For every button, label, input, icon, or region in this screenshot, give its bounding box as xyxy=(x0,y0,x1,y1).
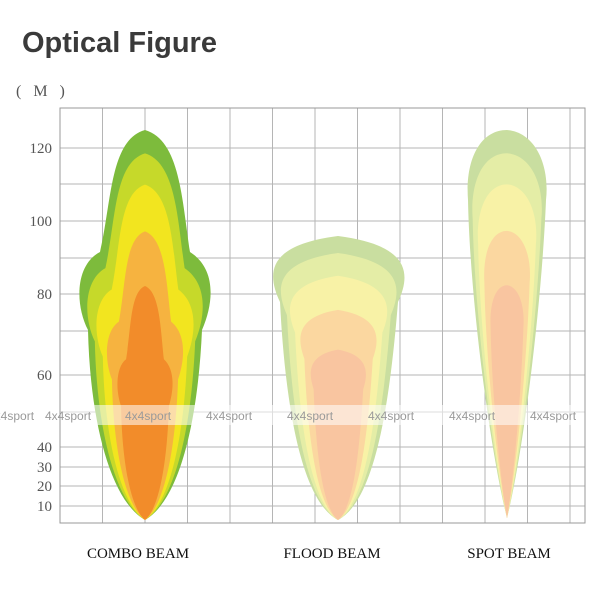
y-axis-label: 60 xyxy=(37,368,52,384)
y-axis-label: 80 xyxy=(37,287,52,303)
watermark-band xyxy=(0,405,600,425)
watermark: 4x4sport xyxy=(45,409,92,423)
y-axis-label: 30 xyxy=(37,460,52,476)
watermark: 4x4sport xyxy=(449,409,496,423)
y-axis-label: 10 xyxy=(37,499,52,515)
beam-label: COMBO BEAM xyxy=(87,546,189,562)
watermark: 4x4sport xyxy=(206,409,253,423)
title: Optical Figure xyxy=(22,27,217,59)
watermark: 4x4sport xyxy=(368,409,415,423)
beam-layer xyxy=(310,349,366,520)
y-axis-label: 40 xyxy=(37,440,52,456)
y-axis-label: 100 xyxy=(30,214,53,230)
y-axis-label: 20 xyxy=(37,479,52,495)
beam-layer xyxy=(490,285,524,518)
plot-frame xyxy=(59,107,586,524)
watermark: 4x4sport xyxy=(0,409,35,423)
beam-label: SPOT BEAM xyxy=(467,546,551,562)
labels: COMBO BEAM FLOOD BEAM SPOT BEAM xyxy=(87,546,551,562)
unit-label: ( M ) xyxy=(16,83,69,100)
watermark: 4x4sport xyxy=(287,409,334,423)
watermark: 4x4sport xyxy=(530,409,577,423)
beam-layer xyxy=(117,286,173,520)
watermarks: 4x4sport 4x4sport 4x4sport 4x4sport 4x4sport… xyxy=(0,409,577,423)
y-axis-label: 120 xyxy=(30,141,53,157)
watermark: 4x4sport xyxy=(125,409,172,423)
beam-label: FLOOD BEAM xyxy=(283,546,380,562)
beams xyxy=(79,130,547,521)
